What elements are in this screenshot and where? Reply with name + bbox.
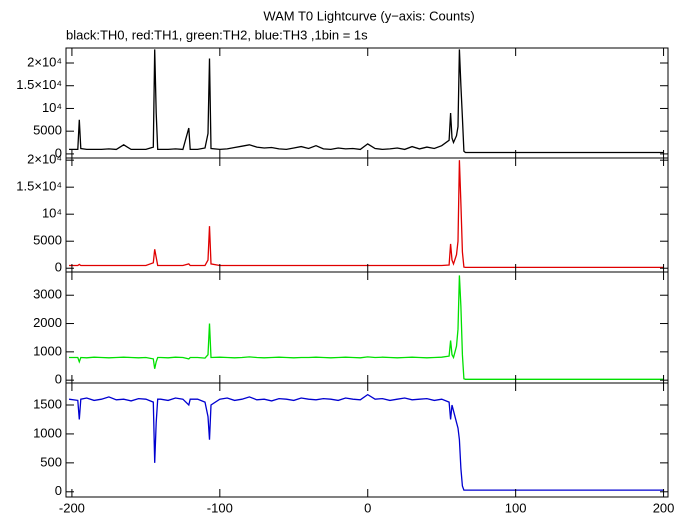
y-tick-label: 10⁴ [42, 206, 62, 221]
panel-frame [65, 271, 669, 384]
y-tick-label: 1.5×10⁴ [16, 179, 62, 194]
chart-title: WAM T0 Lightcurve (y−axis: Counts) [263, 8, 474, 23]
series-line [69, 160, 664, 269]
y-tick-label: 1000 [33, 343, 62, 358]
y-tick-label: 5000 [33, 233, 62, 248]
y-tick-label: 0 [55, 145, 62, 160]
y-tick-label: 3000 [33, 287, 62, 302]
y-tick-label: 5000 [33, 123, 62, 138]
x-tick-label: 0 [364, 500, 371, 515]
series-line [68, 393, 664, 491]
x-tick-label: -200 [59, 500, 85, 515]
y-tick-label: 2×10⁴ [27, 152, 62, 167]
chart-subtitle: black:TH0, red:TH1, green:TH2, blue:TH3 … [66, 27, 368, 42]
series-line [69, 49, 664, 154]
y-tick-label: 2×10⁴ [27, 54, 62, 69]
y-tick-label: 2000 [33, 315, 62, 330]
y-tick-label: 500 [40, 454, 62, 469]
y-tick-label: 1500 [33, 396, 62, 411]
x-tick-label: 100 [505, 500, 527, 515]
x-tick-label: -100 [207, 500, 233, 515]
y-tick-label: 1000 [33, 425, 62, 440]
x-tick-label: 200 [653, 500, 675, 515]
y-tick-label: 1.5×10⁴ [16, 77, 62, 92]
y-tick-label: 0 [55, 483, 62, 498]
y-tick-label: 0 [55, 260, 62, 275]
series-line [69, 275, 664, 380]
panel-frame [65, 382, 669, 498]
y-tick-label: 10⁴ [42, 100, 62, 115]
y-tick-label: 0 [55, 372, 62, 387]
